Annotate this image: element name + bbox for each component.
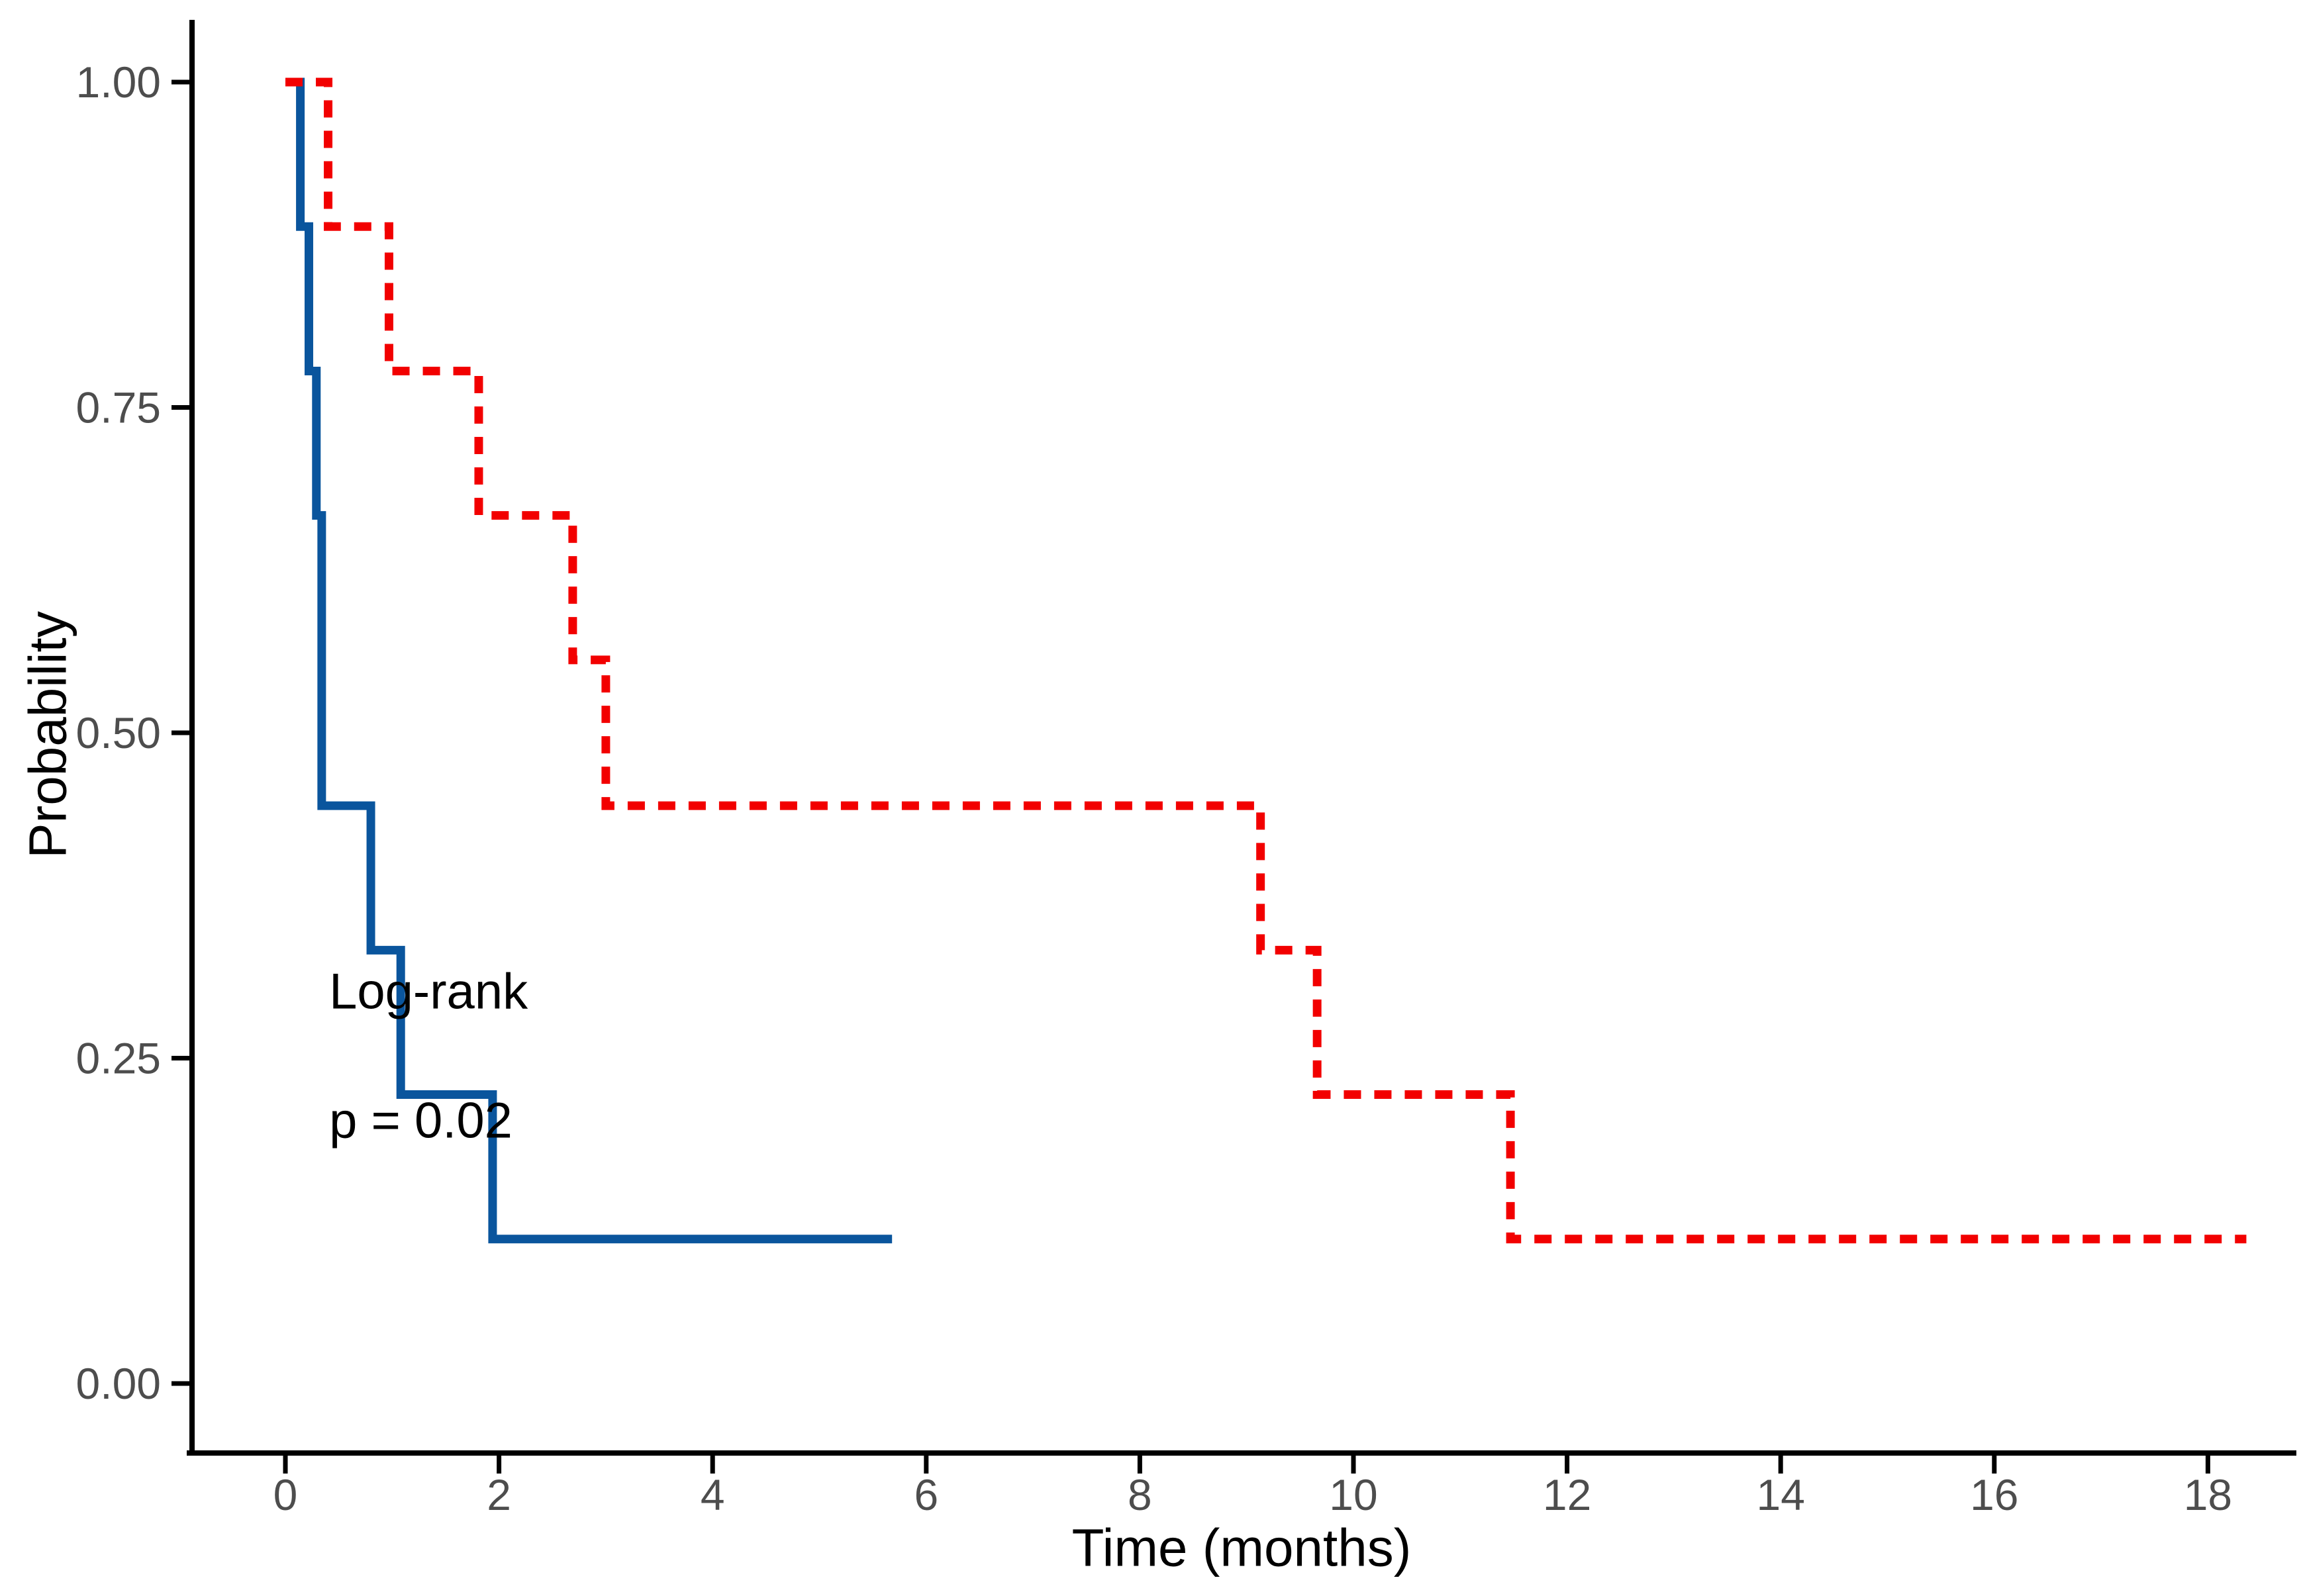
x-tick-label: 18: [2184, 1470, 2232, 1519]
x-tick-label: 2: [487, 1470, 511, 1519]
x-tick-label: 0: [273, 1470, 298, 1519]
axes: 0.00 0.25 0.50 0.75 1.00 0 2 4 6 8 10 12 14 16 18: [76, 20, 2296, 1519]
survival-curves: [285, 77, 2247, 1244]
x-tick-label: 10: [1329, 1470, 1377, 1519]
y-tick-label: 0.25: [76, 1034, 161, 1083]
y-tick-label: 0.50: [76, 708, 161, 757]
x-tick-label: 12: [1543, 1470, 1591, 1519]
x-tick-label: 14: [1756, 1470, 1804, 1519]
survival-curve-solid-blue-group: [285, 77, 893, 1244]
x-tick-label: 6: [914, 1470, 938, 1519]
annotations: Log-rank p = 0.02: [329, 964, 528, 1149]
x-axis-title: Time (months): [1072, 1519, 1412, 1577]
y-tick-label: 0.75: [76, 383, 161, 432]
survival-curve-dashed-red-group: [285, 77, 2247, 1244]
x-tick-label: 16: [1970, 1470, 2018, 1519]
annotation-logrank: Log-rank: [329, 964, 528, 1020]
x-axis-ticks: 0 2 4 6 8 10 12 14 16 18: [273, 1453, 2232, 1519]
x-tick-label: 4: [701, 1470, 725, 1519]
x-tick-label: 8: [1128, 1470, 1152, 1519]
annotation-pvalue: p = 0.02: [329, 1092, 513, 1149]
y-axis-ticks: 0.00 0.25 0.50 0.75 1.00: [76, 58, 192, 1408]
y-tick-label: 1.00: [76, 58, 161, 107]
y-axis-title: Probability: [19, 611, 77, 859]
y-tick-label: 0.00: [76, 1359, 161, 1408]
